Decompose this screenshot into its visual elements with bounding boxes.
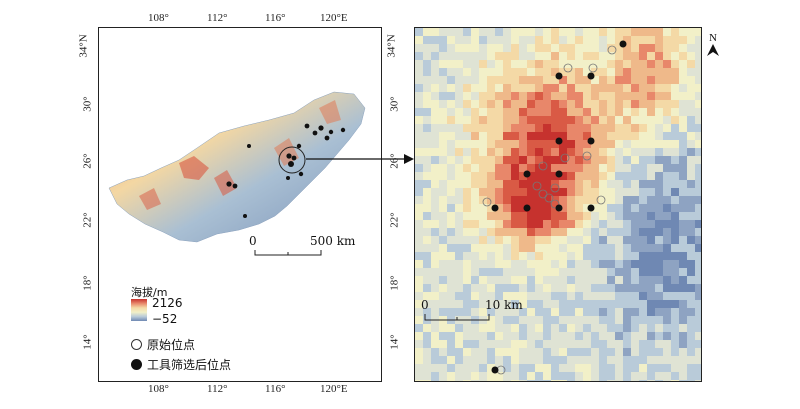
filled-circle-icon xyxy=(131,359,142,370)
zoom-circle xyxy=(278,146,306,174)
legend-original-points: 原始位点 xyxy=(131,336,195,353)
mid-lat-26: 26° xyxy=(388,153,401,169)
detail-original-points xyxy=(482,45,617,375)
legend-min: −52 xyxy=(152,312,178,326)
overview-scale-zero: 0 xyxy=(249,234,257,248)
overview-map-canvas xyxy=(108,91,366,256)
detail-map: 0 10 km xyxy=(414,27,702,382)
legend-original-label: 原始位点 xyxy=(147,338,196,352)
north-arrow-icon xyxy=(707,44,719,56)
lon-label-116-top: 116° xyxy=(265,12,286,24)
lon-label-108-top: 108° xyxy=(148,12,169,24)
legend-filtered-points: 工具筛选后位点 xyxy=(131,356,231,373)
lon-label-120-top: 120°E xyxy=(320,12,348,24)
detail-scale-bar xyxy=(424,314,490,321)
mid-lat-22: 22° xyxy=(388,212,401,228)
north-arrow: N xyxy=(707,32,719,59)
overview-map: 0 500 km xyxy=(98,27,382,382)
region-landmass xyxy=(108,91,366,243)
lon-label-108-bottom: 108° xyxy=(148,383,169,395)
mid-lat-18: 18° xyxy=(388,275,401,291)
mid-lat-30: 30° xyxy=(388,96,401,112)
open-circle-icon xyxy=(131,339,142,350)
mid-lat-14: 14° xyxy=(388,334,401,350)
detail-overlay xyxy=(424,40,627,375)
mid-lat-34: 34°N xyxy=(385,34,398,58)
legend-filtered-label: 工具筛选后位点 xyxy=(147,358,232,372)
overview-points xyxy=(226,123,346,218)
legend-title: 海拔/m xyxy=(131,286,168,299)
detail-scale-zero: 0 xyxy=(421,298,429,312)
detail-elevation-raster xyxy=(415,28,701,381)
elevation-color-ramp xyxy=(131,299,147,321)
lon-label-120-bottom: 120°E xyxy=(320,383,348,395)
overview-scale-bar xyxy=(254,250,322,256)
overview-scale-end: 500 km xyxy=(310,234,356,248)
detail-scale-end: 10 km xyxy=(485,298,523,312)
legend-max: 2126 xyxy=(152,296,183,310)
lon-label-112-top: 112° xyxy=(207,12,228,24)
lon-label-112-bottom: 112° xyxy=(207,383,228,395)
detail-filtered-points xyxy=(491,40,627,374)
lon-label-116-bottom: 116° xyxy=(265,383,286,395)
north-label: N xyxy=(709,32,717,44)
